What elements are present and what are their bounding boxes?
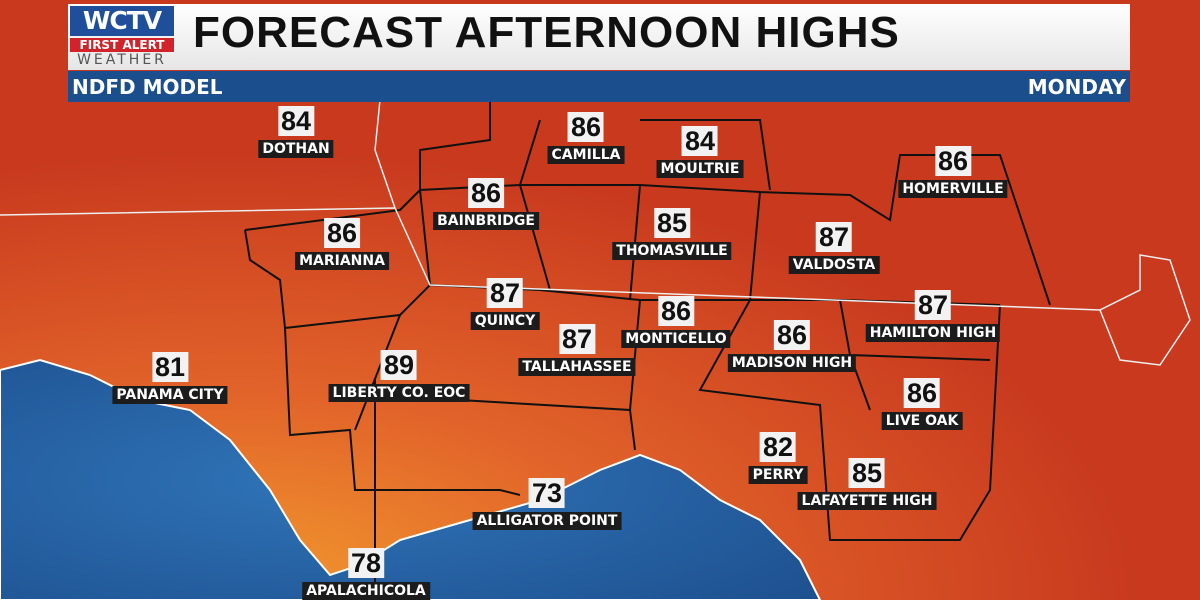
wctv-logo: WCTV FIRST ALERT WEATHER	[70, 6, 174, 68]
high-temperature: 84	[277, 106, 315, 136]
high-temperature: 87	[558, 324, 596, 354]
station-name: QUINCY	[470, 312, 540, 330]
station-marker: 85 THOMASVILLE	[612, 208, 732, 260]
high-temperature: 86	[657, 296, 695, 326]
station-name: CAMILLA	[547, 146, 625, 164]
high-temperature: 89	[380, 350, 418, 380]
station-name: HOMERVILLE	[898, 180, 1008, 198]
high-temperature: 86	[323, 218, 361, 248]
station-name: DOTHAN	[258, 140, 334, 158]
station-name: LIVE OAK	[881, 412, 963, 430]
station-marker: 86 LIVE OAK	[881, 378, 963, 430]
station-name: LAFAYETTE HIGH	[797, 492, 937, 510]
title-banner: WCTV FIRST ALERT WEATHER FORECAST AFTERN…	[68, 4, 1130, 70]
station-marker: 86 CAMILLA	[547, 112, 625, 164]
high-temperature: 87	[815, 222, 853, 252]
station-marker: 89 LIBERTY CO. EOC	[328, 350, 470, 402]
high-temperature: 73	[528, 478, 566, 508]
high-temperature: 87	[486, 278, 524, 308]
station-name: VALDOSTA	[788, 256, 880, 274]
logo-first-alert: FIRST ALERT	[70, 38, 174, 52]
station-name: THOMASVILLE	[612, 242, 732, 260]
day-label: MONDAY	[1027, 75, 1126, 99]
station-name: ALLIGATOR POINT	[472, 512, 622, 530]
station-marker: 82 PERRY	[748, 432, 808, 484]
station-name: MADISON HIGH	[727, 354, 857, 372]
high-temperature: 84	[681, 126, 719, 156]
station-name: MONTICELLO	[621, 330, 731, 348]
station-marker: 81 PANAMA CITY	[112, 352, 228, 404]
high-temperature: 78	[347, 548, 385, 578]
station-name: LIBERTY CO. EOC	[328, 384, 470, 402]
station-marker: 84 MOULTRIE	[656, 126, 744, 178]
high-temperature: 86	[567, 112, 605, 142]
station-marker: 84 DOTHAN	[258, 106, 334, 158]
high-temperature: 86	[467, 178, 505, 208]
station-name: BAINBRIDGE	[433, 212, 539, 230]
station-marker: 86 MONTICELLO	[621, 296, 731, 348]
info-bar: NDFD MODEL MONDAY	[68, 71, 1130, 102]
logo-weather: WEATHER	[77, 52, 167, 68]
station-marker: 73 ALLIGATOR POINT	[472, 478, 622, 530]
station-name: APALACHICOLA	[302, 582, 430, 600]
high-temperature: 86	[773, 320, 811, 350]
station-name: HAMILTON HIGH	[865, 324, 1001, 342]
station-marker: 86 MADISON HIGH	[727, 320, 857, 372]
logo-wctv: WCTV	[70, 6, 174, 36]
station-name: PERRY	[748, 466, 808, 484]
station-marker: 86 HOMERVILLE	[898, 146, 1008, 198]
station-marker: 85 LAFAYETTE HIGH	[797, 458, 937, 510]
high-temperature: 82	[759, 432, 797, 462]
state-lines	[0, 99, 1191, 366]
station-marker: 86 BAINBRIDGE	[433, 178, 539, 230]
station-marker: 78 APALACHICOLA	[302, 548, 430, 600]
gulf-water	[0, 358, 822, 600]
page-title: FORECAST AFTERNOON HIGHS	[193, 8, 900, 57]
high-temperature: 87	[914, 290, 952, 320]
station-marker: 87 HAMILTON HIGH	[865, 290, 1001, 342]
high-temperature: 85	[848, 458, 886, 488]
station-name: TALLAHASSEE	[518, 358, 636, 376]
county-borders	[244, 100, 1051, 590]
high-temperature: 86	[934, 146, 972, 176]
high-temperature: 85	[653, 208, 691, 238]
high-temperature: 81	[151, 352, 189, 382]
station-marker: 87 VALDOSTA	[788, 222, 880, 274]
station-marker: 86 MARIANNA	[295, 218, 389, 270]
station-name: MARIANNA	[295, 252, 389, 270]
model-label: NDFD MODEL	[72, 75, 223, 99]
station-name: PANAMA CITY	[112, 386, 228, 404]
station-marker: 87 TALLAHASSEE	[518, 324, 636, 376]
station-marker: 87 QUINCY	[470, 278, 540, 330]
station-name: MOULTRIE	[656, 160, 744, 178]
high-temperature: 86	[903, 378, 941, 408]
